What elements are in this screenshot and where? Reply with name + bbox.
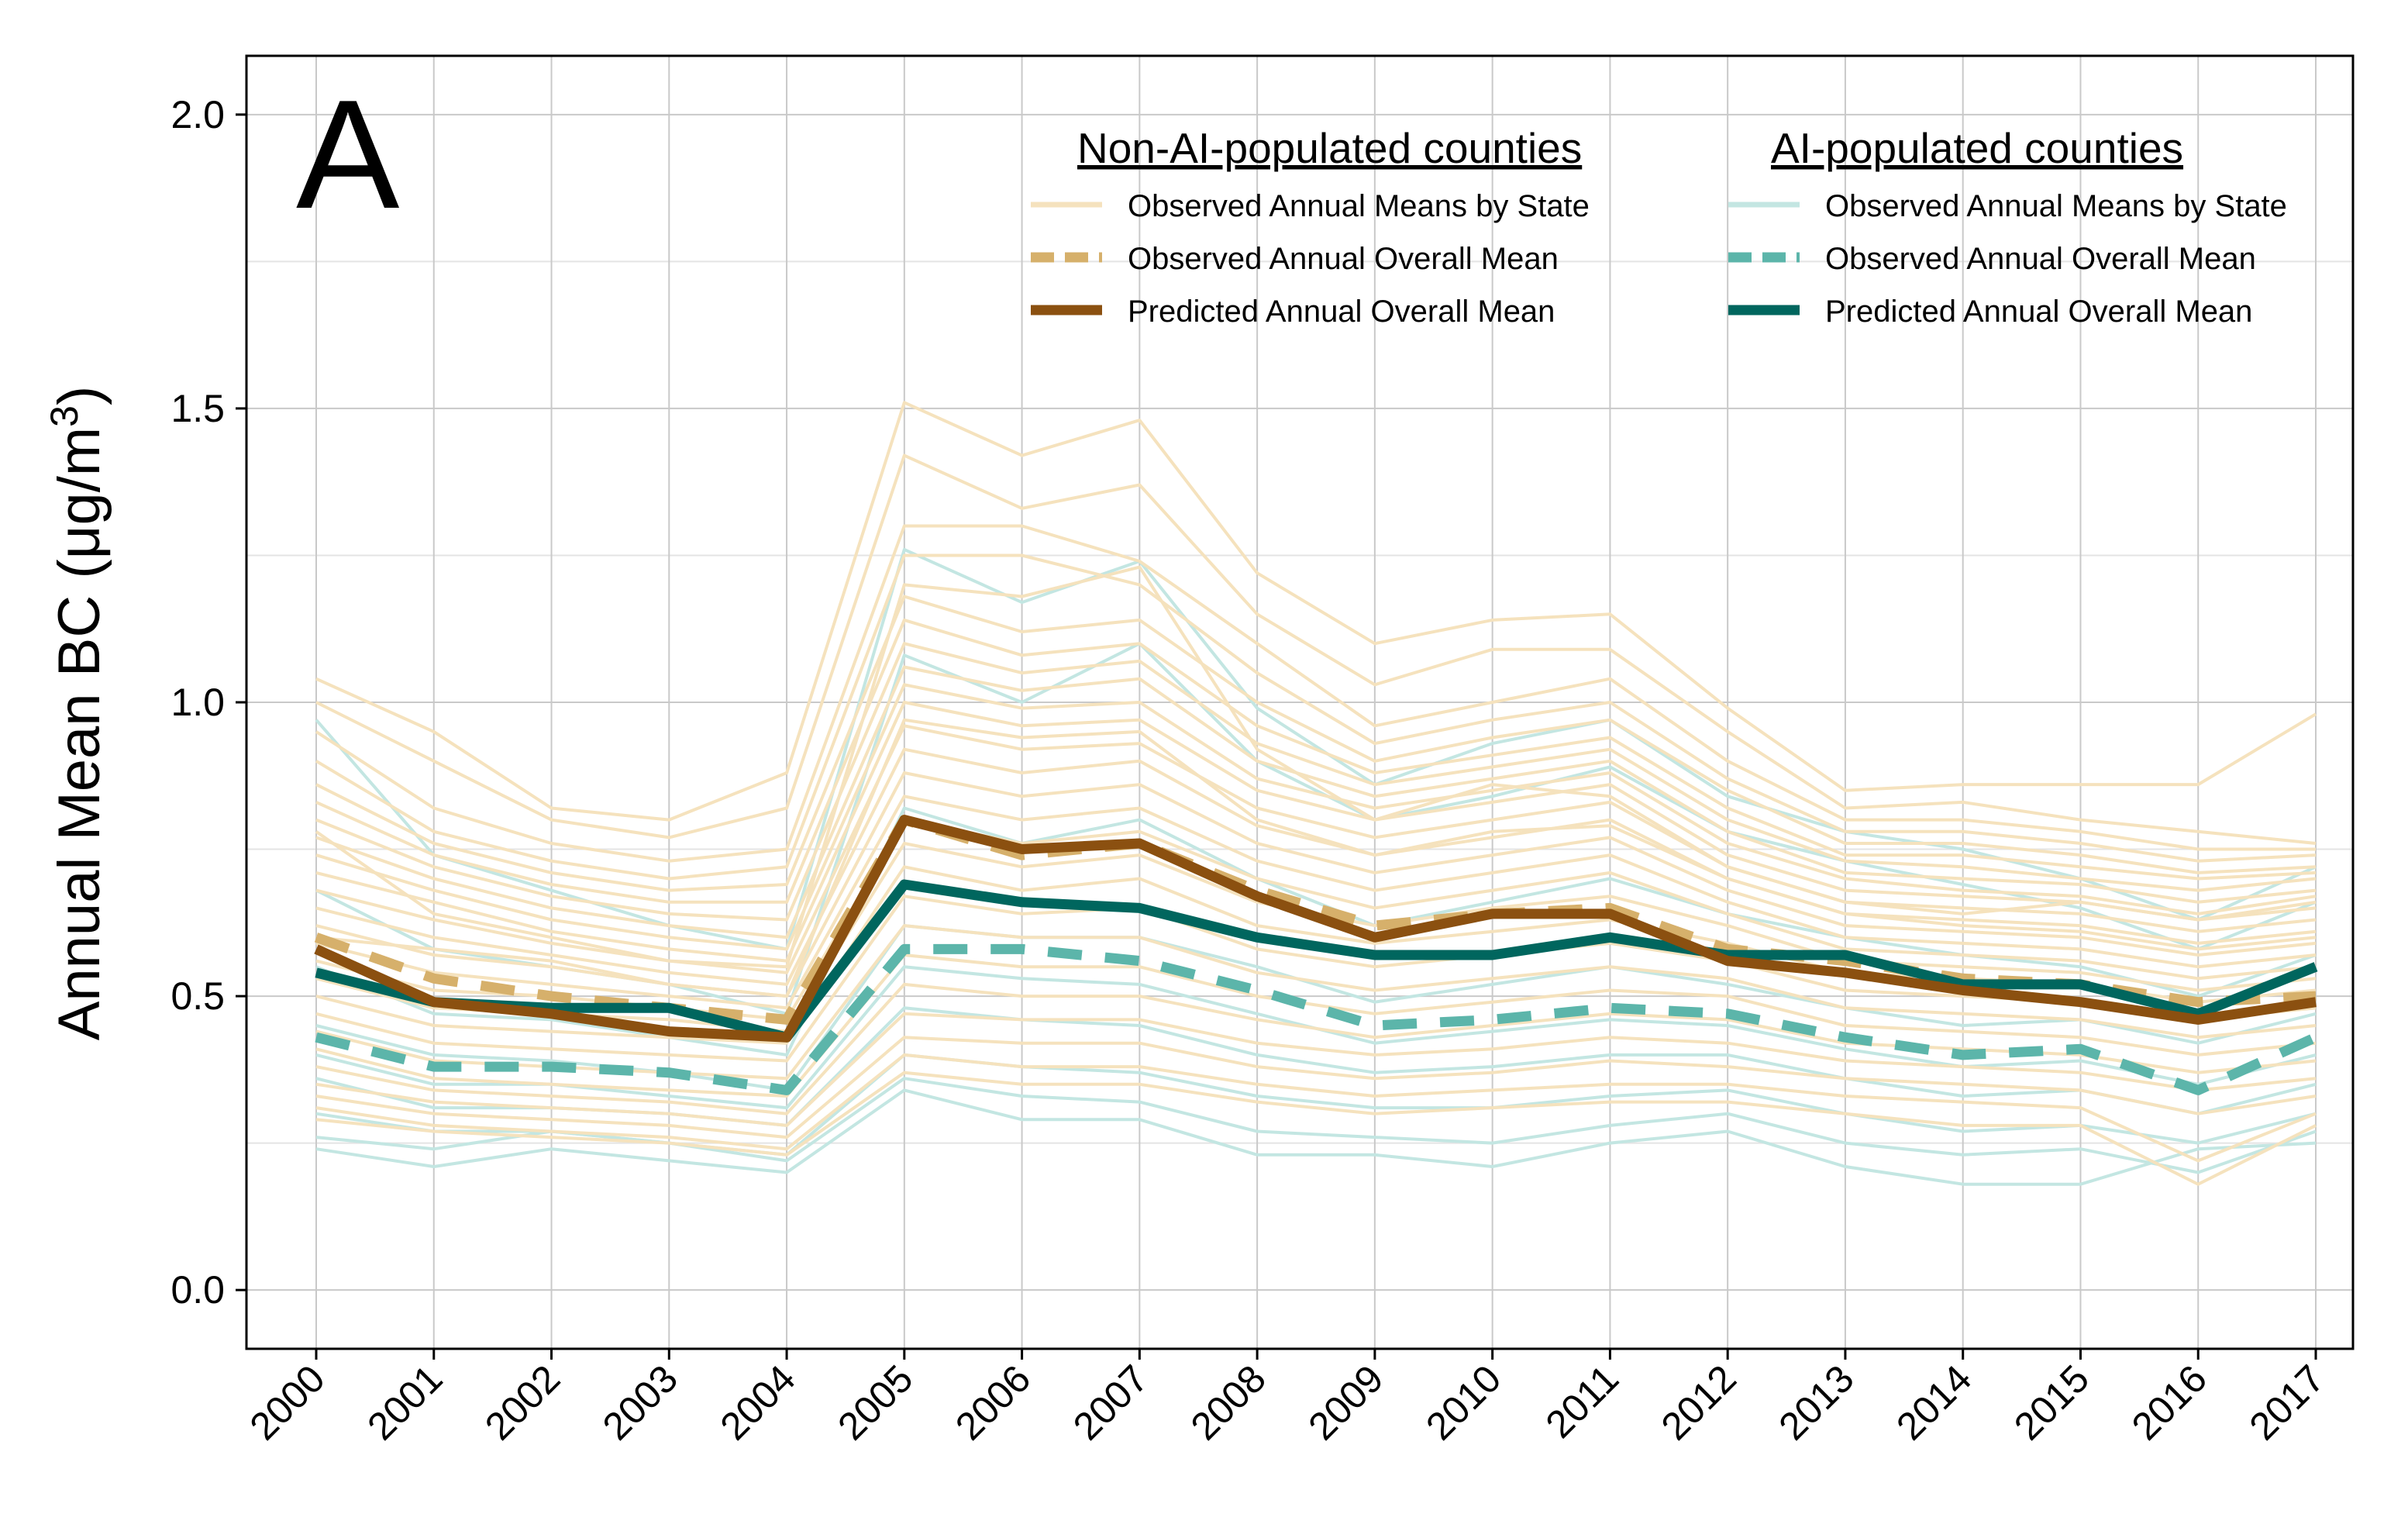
y-axis-title: Annual Mean BC (μg/m3) xyxy=(43,386,112,1041)
non-ai-state-line xyxy=(315,642,2317,922)
ai-observed-mean-line xyxy=(315,943,2318,1095)
x-tick-label: 2005 xyxy=(829,1357,921,1448)
x-tick-label: 2016 xyxy=(2124,1357,2215,1448)
x-tick-label: 2010 xyxy=(1418,1357,1509,1448)
y-axis-ticks: 0.0 0.5 1.0 1.5 2.0 xyxy=(171,93,246,1312)
non-ai-state-line xyxy=(315,553,2317,881)
non-ai-state-line xyxy=(315,953,2317,1098)
non-ai-state-line xyxy=(315,595,2317,892)
overall-mean-lines xyxy=(314,815,2318,1095)
legend-title-non-ai: Non-AI-populated counties xyxy=(1077,124,1582,172)
non-ai-state-line xyxy=(315,1012,2317,1127)
non-ai-predicted-mean-line xyxy=(314,815,2317,1043)
panel-label: A xyxy=(296,68,400,241)
x-tick-label: 2007 xyxy=(1065,1357,1156,1448)
non-ai-state-line xyxy=(315,718,2317,998)
x-tick-label: 2013 xyxy=(1770,1357,1862,1448)
x-tick-label: 2006 xyxy=(947,1357,1039,1448)
y-tick-label: 0.5 xyxy=(171,974,225,1018)
y-axis-title-main: Annual Mean BC (μg/m xyxy=(47,427,112,1040)
x-tick-label: 2000 xyxy=(242,1357,333,1448)
ai-state-line xyxy=(315,1088,2317,1186)
x-tick-label: 2011 xyxy=(1538,1357,1628,1446)
x-tick-label: 2004 xyxy=(712,1357,804,1448)
y-tick-label: 1.5 xyxy=(171,387,225,430)
non-ai-state-line xyxy=(315,665,2317,940)
non-ai-state-line xyxy=(315,1036,2317,1139)
legend-group-ai: AI-populated counties Observed Annual Me… xyxy=(1728,124,2287,329)
legend-title-ai: AI-populated counties xyxy=(1771,124,2183,172)
non-ai-state-line xyxy=(315,701,2317,963)
x-tick-label: 2012 xyxy=(1653,1357,1745,1448)
y-tick-label: 0.0 xyxy=(171,1268,225,1312)
legend-label-non-ai-predicted: Predicted Annual Overall Mean xyxy=(1128,295,1555,329)
y-axis-title-superscript: 3 xyxy=(43,405,86,427)
non-ai-state-line xyxy=(315,565,2317,969)
legend-label-ai-observed: Observed Annual Overall Mean xyxy=(1825,242,2256,276)
non-ai-state-line xyxy=(315,524,2316,863)
x-tick-label: 2017 xyxy=(2241,1357,2333,1448)
y-tick-label: 2.0 xyxy=(171,93,225,136)
non-ai-state-line xyxy=(315,924,2317,1081)
legend: Non-AI-populated counties Observed Annua… xyxy=(1031,124,2287,329)
non-ai-state-line xyxy=(315,683,2317,951)
x-axis-ticks: 2000 2001 2002 2003 2004 2005 2006 2007 2008 2009… xyxy=(242,1349,2333,1448)
legend-label-non-ai-state: Observed Annual Means by State xyxy=(1128,189,1590,223)
non-ai-state-lines xyxy=(315,401,2317,1186)
legend-label-ai-state: Observed Annual Means by State xyxy=(1825,189,2287,223)
x-tick-label: 2001 xyxy=(359,1357,450,1448)
ai-state-line xyxy=(315,547,2317,951)
x-tick-label: 2002 xyxy=(477,1357,568,1448)
x-tick-label: 2008 xyxy=(1183,1357,1274,1448)
non-ai-state-line xyxy=(315,795,2317,1010)
ai-predicted-mean-line xyxy=(315,879,2318,1043)
non-ai-state-line xyxy=(315,1071,2317,1186)
y-axis-title-close: ) xyxy=(47,386,112,405)
non-ai-state-line xyxy=(315,1053,2317,1163)
x-tick-label: 2003 xyxy=(594,1357,686,1448)
y-tick-label: 1.0 xyxy=(171,681,225,724)
non-ai-state-line xyxy=(315,453,2317,845)
x-tick-label: 2014 xyxy=(1888,1357,1979,1448)
non-ai-state-line xyxy=(315,747,2317,986)
non-ai-state-line xyxy=(315,618,2317,904)
legend-group-non-ai: Non-AI-populated counties Observed Annua… xyxy=(1031,124,1590,329)
x-tick-label: 2015 xyxy=(2006,1357,2097,1448)
legend-label-non-ai-observed: Observed Annual Overall Mean xyxy=(1128,242,1559,276)
non-ai-state-line xyxy=(315,401,2317,822)
x-tick-label: 2009 xyxy=(1300,1357,1391,1448)
legend-label-ai-predicted: Predicted Annual Overall Mean xyxy=(1825,295,2252,329)
